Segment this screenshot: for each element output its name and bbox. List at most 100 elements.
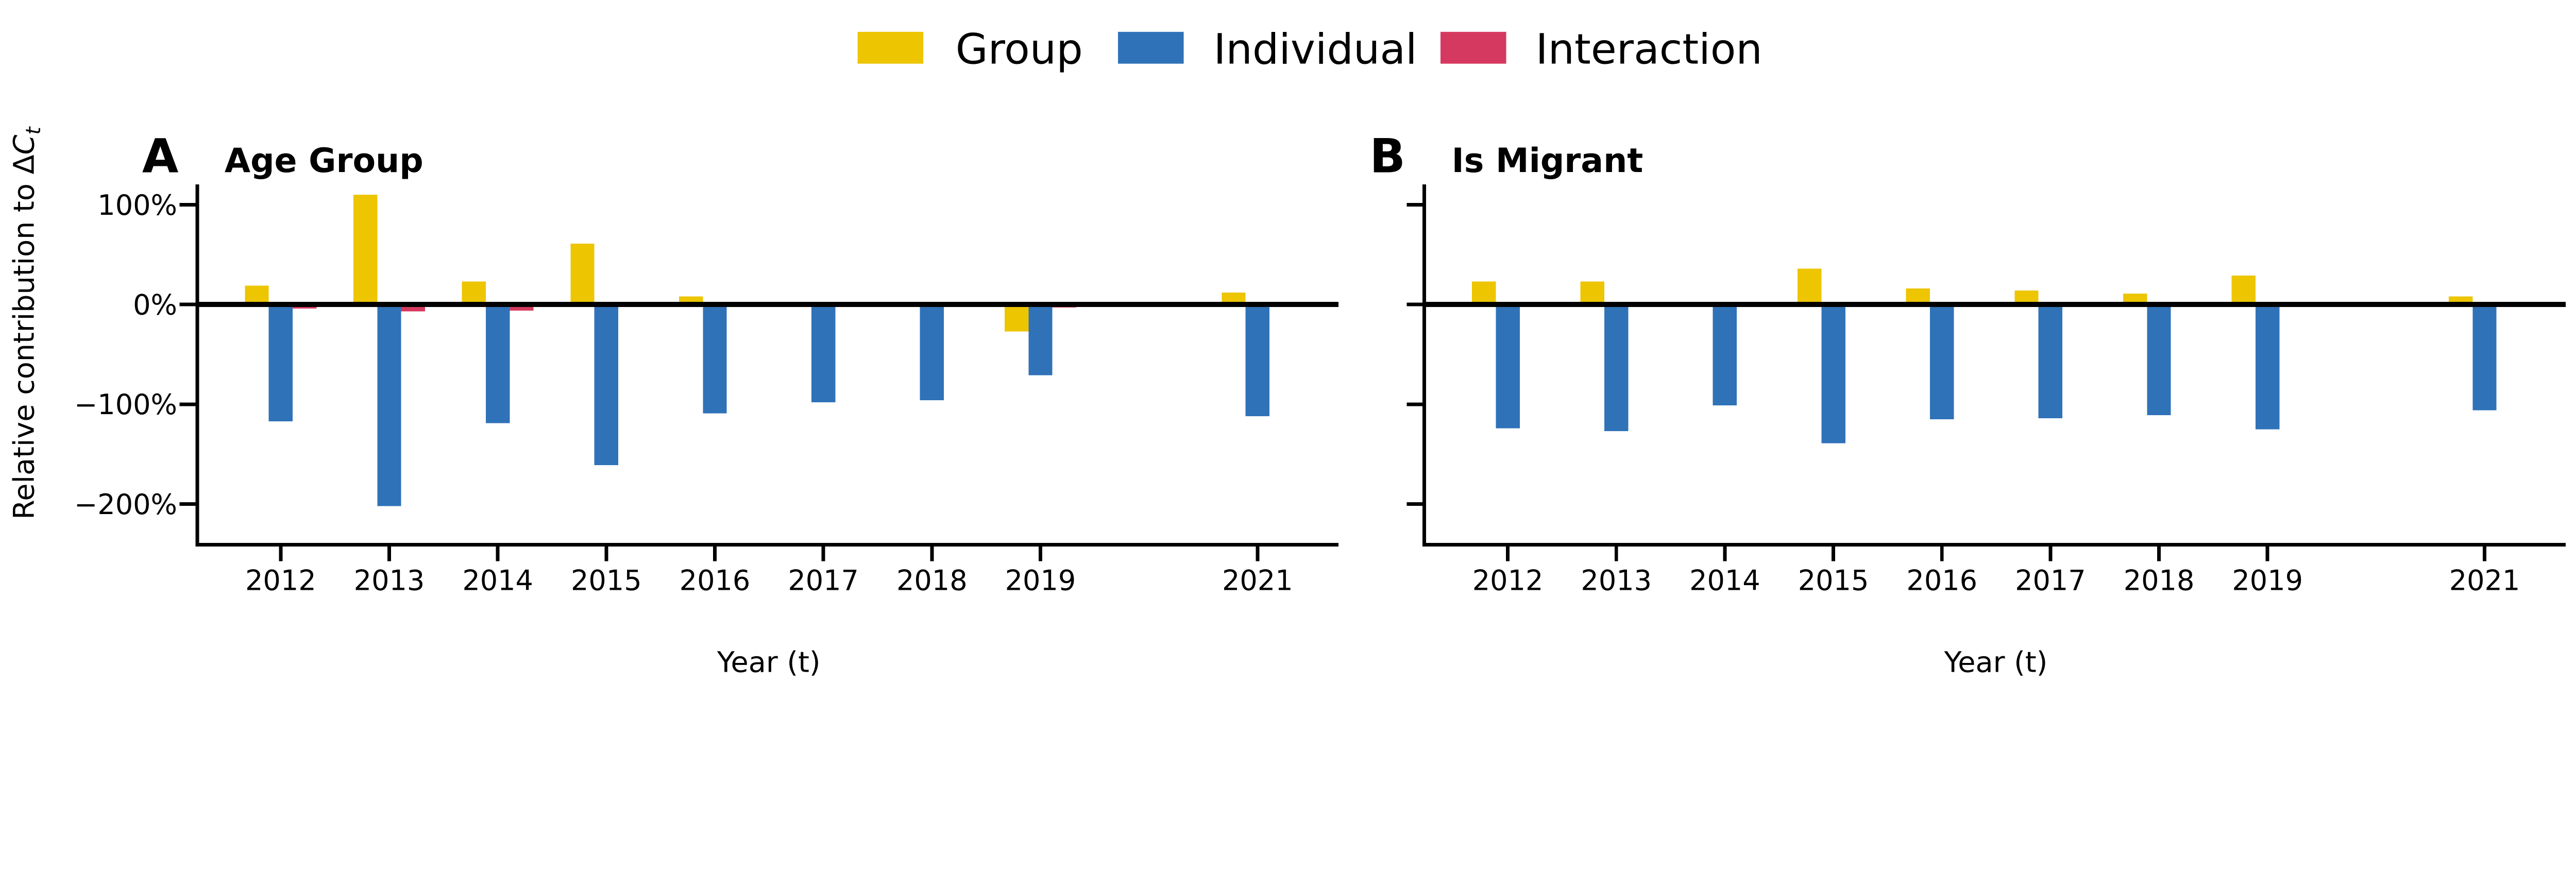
y-tick [179, 402, 196, 406]
x-tick [2483, 543, 2487, 561]
panel-a: 100% 0% −100% −200% 2012 2013 2014 2015 2016 2017… [74, 129, 1339, 679]
legend-label-group: Group [956, 26, 1083, 74]
x-tick [1614, 543, 1618, 561]
bar-group-2015 [570, 244, 595, 305]
legend-swatch-individual-icon [1118, 31, 1184, 64]
bar-individual-2021 [2472, 304, 2497, 411]
bar-group-2021 [1222, 292, 1246, 305]
bar-group-2018 [2123, 293, 2147, 305]
x-tick [496, 543, 500, 561]
x-tick [1832, 543, 1836, 561]
y-tick [1406, 402, 1423, 406]
bar-group-2014 [462, 281, 486, 305]
bar-individual-2015 [1821, 304, 1845, 444]
legend-swatch-group-icon [857, 31, 924, 64]
x-tick-label-2021: 2021 [2449, 564, 2520, 596]
x-tick [930, 543, 934, 561]
bar-group-2019 [2231, 276, 2256, 305]
y-axis-spine [1422, 184, 1427, 547]
bar-individual-2012 [268, 304, 293, 421]
x-tick-label-2015: 2015 [571, 564, 642, 596]
figure-canvas: 100% 0% −100% −200% 2012 2013 2014 2015 2016 2017… [7, 25, 2566, 679]
bar-individual-2021 [1245, 304, 1269, 417]
bar-group-2012 [245, 285, 269, 305]
y-tick [179, 302, 196, 306]
x-tick [713, 543, 717, 561]
x-tick-label-2021: 2021 [1222, 564, 1293, 596]
bar-individual-2018 [920, 304, 944, 401]
y-tick-label: −100% [74, 388, 177, 421]
zero-line [1426, 302, 2566, 308]
y-tick [1406, 302, 1423, 306]
y-axis-label: Relative contribution to ΔCt [8, 126, 45, 520]
bar-individual-2014 [485, 304, 510, 423]
bar-individual-2013 [377, 304, 401, 506]
x-tick-label-2013: 2013 [354, 564, 425, 596]
bar-group-2019 [1004, 304, 1029, 332]
x-axis-label: Year (t) [717, 645, 821, 679]
x-tick [1506, 543, 1510, 561]
panel-title: Is Migrant [1452, 142, 1643, 180]
x-tick [387, 543, 391, 561]
zero-line [199, 302, 1339, 308]
x-tick-label-2017: 2017 [788, 564, 859, 596]
x-axis-label: Year (t) [1944, 645, 2048, 679]
legend-label-interaction: Interaction [1536, 26, 1762, 74]
bar-individual-2012 [1496, 304, 1520, 429]
x-tick-label-2016: 2016 [680, 564, 751, 596]
x-axis-spine [1422, 543, 2566, 547]
x-tick-label-2013: 2013 [1581, 564, 1652, 596]
x-tick [2157, 543, 2161, 561]
y-tick [1406, 203, 1423, 207]
legend-label-individual: Individual [1213, 26, 1417, 74]
x-tick [604, 543, 608, 561]
x-tick-label-2019: 2019 [1005, 564, 1076, 596]
bar-individual-2016 [1930, 304, 1954, 419]
x-axis-spine [195, 543, 1339, 547]
bar-individual-2017 [811, 304, 836, 402]
bar-individual-2019 [2256, 304, 2280, 430]
legend: Group Individual Interaction [857, 26, 1762, 74]
x-tick-label-2019: 2019 [2232, 564, 2303, 596]
x-tick-label-2016: 2016 [1906, 564, 1977, 596]
bar-individual-2013 [1604, 304, 1629, 432]
decomposition-bar-chart: 100% 0% −100% −200% 2012 2013 2014 2015 2016 2017… [7, 25, 2566, 679]
bar-group-2013 [1580, 281, 1605, 305]
panel-b: 2012 2013 2014 2015 2016 2017 2018 2019 2021 B Is … [1369, 129, 2566, 679]
bar-individual-2018 [2147, 304, 2171, 416]
bar-individual-2014 [1713, 304, 1737, 405]
legend-swatch-interaction-icon [1440, 31, 1506, 64]
y-tick [1406, 502, 1423, 506]
x-tick-label-2017: 2017 [2015, 564, 2086, 596]
bar-group-2012 [1472, 281, 1496, 305]
x-tick [2048, 543, 2053, 561]
x-tick [1723, 543, 1727, 561]
bar-interaction-2014 [510, 304, 534, 311]
x-tick-label-2014: 2014 [1689, 564, 1760, 596]
y-tick [179, 203, 196, 207]
y-tick-label: 100% [97, 189, 177, 221]
panel-letter-a: A [142, 129, 179, 184]
x-tick [1256, 543, 1260, 561]
x-tick-label-2012: 2012 [245, 564, 316, 596]
x-tick [1940, 543, 1944, 561]
x-tick-label-2012: 2012 [1472, 564, 1544, 596]
bar-individual-2019 [1028, 304, 1053, 376]
bar-group-2016 [1906, 288, 1930, 305]
x-tick-label-2018: 2018 [2124, 564, 2195, 596]
x-tick [2265, 543, 2269, 561]
bar-group-2015 [1798, 268, 1822, 305]
x-tick-label-2015: 2015 [1798, 564, 1869, 596]
x-tick [279, 543, 283, 561]
panel-title: Age Group [225, 142, 423, 180]
x-tick [1038, 543, 1042, 561]
bar-individual-2015 [594, 304, 619, 465]
y-tick [179, 502, 196, 506]
y-axis-spine [195, 184, 199, 547]
x-tick-label-2018: 2018 [896, 564, 968, 596]
x-tick-label-2014: 2014 [462, 564, 533, 596]
bar-individual-2017 [2038, 304, 2063, 418]
bar-individual-2016 [703, 304, 727, 414]
x-tick [821, 543, 825, 561]
y-tick-label: −200% [74, 488, 177, 521]
